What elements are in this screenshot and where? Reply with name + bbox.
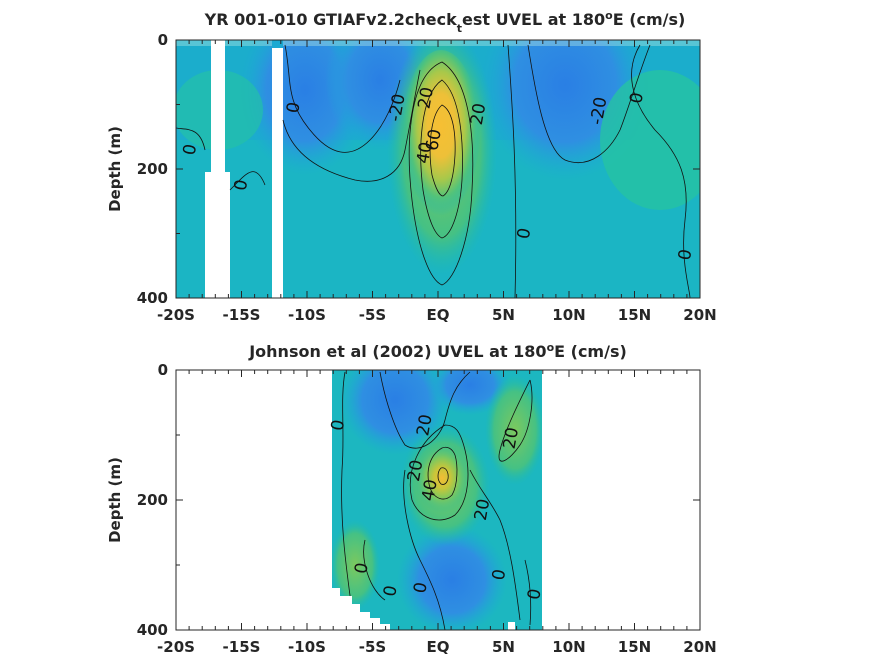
top-x-tick-label: -10S (288, 306, 326, 324)
top-x-axis: -20S -15S -10S -5S EQ 5N 10N 15N 20N (157, 40, 717, 324)
bottom-x-tick-label: -20S (157, 638, 195, 656)
top-contour-label: 60 (422, 128, 445, 153)
top-x-tick-label: -15S (223, 306, 261, 324)
bottom-contour-label: 0 (351, 561, 373, 575)
bottom-contour-label: 0 (489, 568, 511, 582)
top-panel-title: YR 001-010 GTIAFv2.2checktest UVEL at 18… (204, 9, 686, 35)
bottom-y-tick-label: 200 (137, 491, 168, 509)
bottom-x-tick-label: 15N (618, 638, 651, 656)
bottom-blue-deep (397, 525, 507, 630)
bottom-contour-minus20 (379, 371, 471, 449)
top-contour-label: 20 (414, 86, 437, 111)
bottom-y-axis-label: Depth (m) (106, 457, 124, 543)
top-jet-core (401, 50, 481, 230)
bottom-contour-0-se (524, 559, 532, 626)
top-contour-60 (429, 104, 456, 197)
top-y-tick-label: 200 (137, 160, 168, 178)
bottom-contour-label: 20 (404, 458, 427, 483)
top-contour-0-west (282, 69, 421, 182)
top-heatmap (176, 40, 700, 298)
top-contour-label: 20 (467, 102, 490, 127)
bottom-x-axis: -20S -15S -10S -5S EQ 5N 10N 15N 20N (157, 370, 717, 656)
top-contour-0-central (507, 44, 517, 298)
top-x-tick-label: 20N (683, 306, 716, 324)
top-x-tick-label: -20S (157, 306, 195, 324)
top-panel: YR 001-010 GTIAFv2.2checktest UVEL at 18… (106, 9, 717, 324)
bottom-contour-20-ne (498, 379, 533, 462)
top-contour-20 (408, 61, 474, 286)
bottom-x-tick-label: -5S (359, 638, 386, 656)
bottom-y-tick-label: 400 (137, 621, 168, 639)
top-contour-label: 0 (514, 226, 536, 240)
bottom-heatmap (332, 370, 542, 630)
bottom-contour-label: 0 (524, 587, 546, 601)
top-contour-west-0 (176, 127, 206, 151)
top-contour-label: 0 (626, 91, 648, 105)
top-x-tick-label: -5S (359, 306, 386, 324)
top-x-tick-label: EQ (427, 306, 450, 324)
top-y-axis-label: Depth (m) (106, 126, 124, 212)
top-y-tick-label: 0 (158, 31, 168, 49)
top-contour-west2-0 (229, 171, 266, 191)
bottom-contour-label: 0 (410, 581, 432, 595)
bottom-missing-data-mask (332, 588, 390, 630)
top-missing-column-2 (272, 48, 283, 298)
top-green-east (600, 70, 700, 210)
top-missing-column-1b (205, 172, 230, 298)
top-missing-column-1 (211, 40, 225, 172)
top-x-tick-label: 5N (492, 306, 515, 324)
bottom-contour-20-east (469, 469, 521, 621)
top-contour-label: 0 (180, 143, 202, 157)
bottom-contour-0-sw (363, 539, 386, 601)
bottom-x-tick-label: 5N (492, 638, 515, 656)
top-contour-0-east (631, 44, 691, 298)
bottom-panel-title: Johnson et al (2002) UVEL at 180oE (cm/s… (248, 341, 627, 361)
top-x-tick-label: 15N (618, 306, 651, 324)
top-contour-label: 0 (283, 101, 305, 115)
top-x-tick-label: 10N (552, 306, 585, 324)
top-contour-label: 0 (231, 178, 253, 192)
bottom-contour-label: 0 (328, 418, 350, 432)
bottom-contour-20 (409, 424, 469, 521)
top-column-2-cap (272, 40, 283, 48)
bottom-x-tick-label: 20N (683, 638, 716, 656)
bottom-contour-label: 20 (413, 413, 436, 438)
bottom-y-tick-label: 0 (158, 361, 168, 379)
top-contour-label: -20 (587, 96, 612, 127)
top-contour-label: 0 (675, 248, 697, 262)
bottom-contour-label: 20 (500, 426, 523, 451)
bottom-x-tick-label: -15S (223, 638, 261, 656)
bottom-x-tick-label: -10S (288, 638, 326, 656)
bottom-contour-60 (437, 467, 449, 485)
bottom-contour-40 (427, 446, 458, 500)
bottom-contour-0-center (403, 469, 446, 630)
bottom-x-tick-label: 10N (552, 638, 585, 656)
bottom-contour-label: 20 (471, 497, 494, 522)
top-contour-40 (420, 79, 463, 239)
bottom-contour-0-west (341, 371, 353, 611)
bottom-x-tick-label: EQ (427, 638, 450, 656)
bottom-panel: Johnson et al (2002) UVEL at 180oE (cm/s… (106, 341, 717, 656)
bottom-contour-label: 40 (418, 478, 441, 503)
top-contour-label: 40 (413, 140, 436, 165)
bottom-missing-data-notch (508, 622, 515, 630)
top-contour-label: -20 (385, 92, 410, 123)
bottom-contour-label: 0 (380, 584, 402, 598)
top-contour-minus20-west (284, 44, 401, 153)
top-y-tick-label: 400 (137, 289, 168, 307)
